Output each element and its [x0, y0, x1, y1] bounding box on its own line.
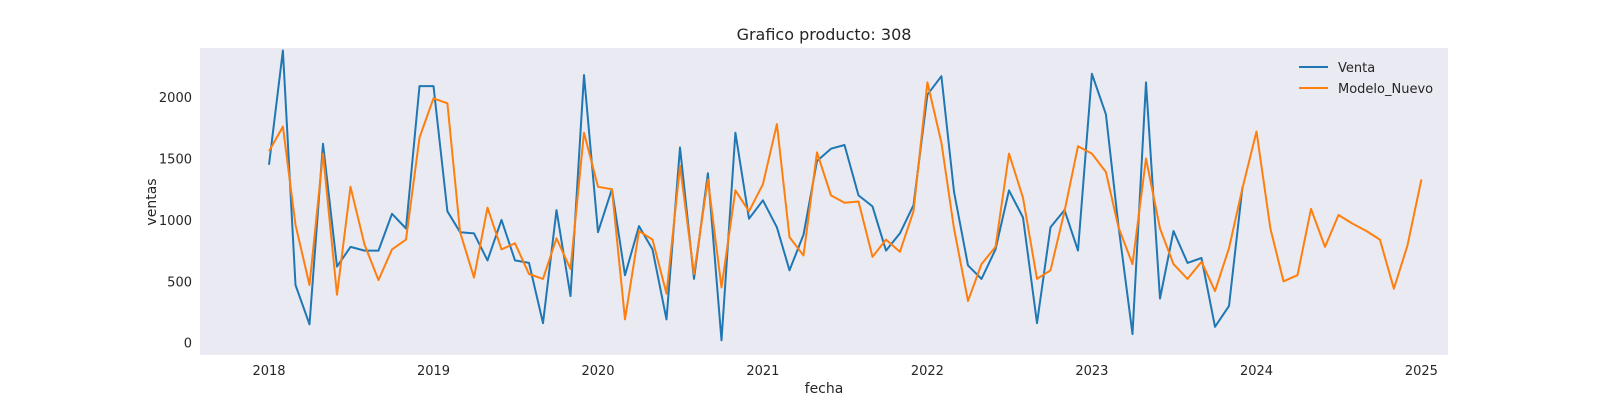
y-tick-label: 0: [184, 337, 192, 352]
x-tick-label: 2019: [417, 364, 450, 379]
legend-label-modelo-nuevo: Modelo_Nuevo: [1338, 82, 1433, 97]
series-line-modelo-nuevo: [268, 81, 1423, 321]
x-tick-label: 2021: [746, 364, 779, 379]
plot-area: [200, 48, 1448, 355]
series-line-venta: [268, 49, 1244, 342]
x-tick-label: 2020: [581, 364, 614, 379]
y-tick-label: 1500: [159, 153, 192, 168]
legend: Venta Modelo_Nuevo: [1299, 61, 1433, 97]
x-tick-label: 2022: [911, 364, 944, 379]
y-axis-ticks: 0 500 1000 1500 2000: [159, 91, 192, 352]
y-tick-label: 2000: [159, 91, 192, 106]
y-tick-label: 500: [167, 275, 192, 290]
x-tick-label: 2024: [1240, 364, 1273, 379]
series-layer: [268, 49, 1423, 342]
x-tick-label: 2023: [1075, 364, 1108, 379]
y-tick-label: 1000: [159, 214, 192, 229]
chart-title: Grafico producto: 308: [737, 25, 912, 44]
legend-label-venta: Venta: [1338, 61, 1375, 76]
x-tick-label: 2018: [252, 364, 285, 379]
x-tick-label: 2025: [1405, 364, 1438, 379]
y-axis-label: ventas: [144, 178, 160, 225]
x-axis-label: fecha: [805, 381, 844, 397]
x-axis-ticks: 2018 2019 2020 2021 2022 2023 2024 2025: [252, 364, 1437, 379]
